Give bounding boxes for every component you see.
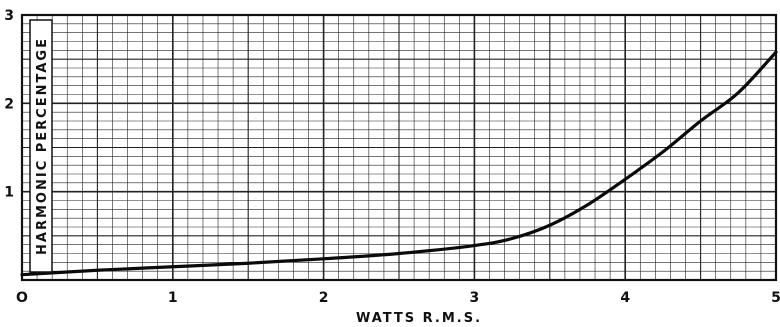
x-tick-labels: O 1 2 3 4 5	[16, 290, 780, 306]
x-tick-label: 4	[620, 290, 630, 306]
y-tick-label: 1	[4, 185, 14, 201]
x-tick-label: 2	[319, 290, 329, 306]
x-tick-label: 3	[470, 290, 480, 306]
x-tick-label: 5	[771, 290, 780, 306]
y-axis-label-box: HARMONIC PERCENTAGE	[29, 19, 53, 273]
x-tick-label: O	[16, 290, 28, 306]
y-tick-label: 2	[4, 96, 14, 112]
plot-frame	[20, 13, 778, 282]
y-axis-label: HARMONIC PERCENTAGE	[35, 37, 50, 255]
x-tick-label: 1	[168, 290, 178, 306]
y-tick-labels: 1 2 3	[4, 8, 14, 201]
series-line	[20, 50, 778, 277]
y-tick-label: 3	[4, 8, 14, 24]
x-axis-label: WATTS R.M.S.	[356, 311, 482, 326]
